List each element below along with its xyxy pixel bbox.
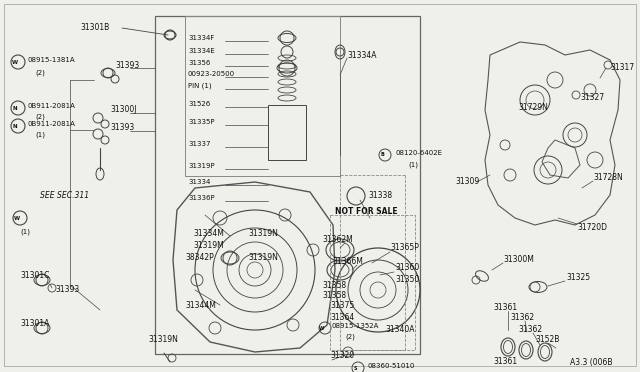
- Text: 31350: 31350: [395, 276, 419, 285]
- Text: 31334F: 31334F: [188, 35, 214, 41]
- Text: 31358: 31358: [322, 291, 346, 299]
- Text: 00923-20500: 00923-20500: [188, 71, 235, 77]
- Text: 31375: 31375: [330, 301, 355, 311]
- Text: 31301B: 31301B: [80, 23, 109, 32]
- Text: N: N: [13, 124, 17, 128]
- Text: 31301A: 31301A: [20, 318, 49, 327]
- Text: 31301C: 31301C: [20, 270, 49, 279]
- Text: 31358: 31358: [322, 280, 346, 289]
- Text: 31337: 31337: [188, 141, 211, 147]
- Text: 31361: 31361: [493, 304, 517, 312]
- Text: (2): (2): [35, 70, 45, 76]
- Text: 31300M: 31300M: [503, 256, 534, 264]
- Text: 31334: 31334: [188, 179, 211, 185]
- Text: 31364: 31364: [330, 314, 355, 323]
- Text: 31340A: 31340A: [385, 326, 415, 334]
- Text: 31334M: 31334M: [193, 228, 224, 237]
- Text: 31393: 31393: [55, 285, 79, 295]
- Text: 08120-6402E: 08120-6402E: [395, 150, 442, 156]
- Text: 31335P: 31335P: [188, 119, 214, 125]
- Text: 08915-1352A: 08915-1352A: [332, 323, 380, 329]
- Text: 31325: 31325: [566, 273, 590, 282]
- Text: 31336P: 31336P: [188, 195, 214, 201]
- Text: 31360: 31360: [395, 263, 419, 273]
- Text: 31393: 31393: [115, 61, 140, 70]
- Text: 31320: 31320: [330, 352, 354, 360]
- Text: (2): (2): [35, 114, 45, 120]
- Text: 31334A: 31334A: [347, 51, 376, 60]
- Text: 0B911-2081A: 0B911-2081A: [28, 121, 76, 127]
- Text: 31362M: 31362M: [322, 235, 353, 244]
- Text: 31317: 31317: [610, 64, 634, 73]
- Text: 38342P: 38342P: [185, 253, 214, 262]
- Text: 31526: 31526: [188, 101, 211, 107]
- Text: 31327: 31327: [580, 93, 604, 103]
- Text: (2): (2): [345, 334, 355, 340]
- Text: N: N: [13, 106, 17, 110]
- Text: 31338: 31338: [368, 192, 392, 201]
- Text: 0B911-2081A: 0B911-2081A: [28, 103, 76, 109]
- Text: SEE SEC.311: SEE SEC.311: [40, 190, 89, 199]
- Bar: [268, 105, 306, 160]
- Text: 31362: 31362: [510, 314, 534, 323]
- Text: W: W: [12, 60, 18, 64]
- Text: (1): (1): [408, 162, 418, 168]
- Text: W: W: [14, 215, 20, 221]
- Text: 31319N: 31319N: [248, 228, 278, 237]
- Text: 31319N: 31319N: [248, 253, 278, 262]
- Text: 31729N: 31729N: [518, 103, 548, 112]
- Text: B: B: [380, 153, 384, 157]
- Text: 08915-1381A: 08915-1381A: [28, 57, 76, 63]
- Text: 08360-51010: 08360-51010: [367, 363, 414, 369]
- Text: 31300J: 31300J: [110, 106, 136, 115]
- Text: 3152B: 3152B: [535, 336, 559, 344]
- Text: 31356: 31356: [188, 60, 211, 66]
- Text: 31720D: 31720D: [577, 224, 607, 232]
- Text: 31365P: 31365P: [390, 244, 419, 253]
- Text: 31361: 31361: [493, 357, 517, 366]
- Text: 31319N: 31319N: [148, 336, 178, 344]
- Bar: [155, 16, 420, 354]
- Text: 31309: 31309: [455, 177, 479, 186]
- Text: PIN (1): PIN (1): [188, 83, 212, 89]
- Text: (1): (1): [35, 132, 45, 138]
- Text: 31728N: 31728N: [593, 173, 623, 183]
- Text: (1): (1): [20, 229, 30, 235]
- Text: 31393: 31393: [110, 124, 134, 132]
- Text: A3.3 (006B: A3.3 (006B: [570, 357, 612, 366]
- Bar: [185, 16, 340, 176]
- Text: 31362: 31362: [518, 326, 542, 334]
- Text: 31344M: 31344M: [185, 301, 216, 310]
- Text: S: S: [353, 366, 356, 371]
- Text: 31319M: 31319M: [193, 241, 224, 250]
- Text: 31334E: 31334E: [188, 48, 215, 54]
- Text: NOT FOR SALE: NOT FOR SALE: [335, 208, 397, 217]
- Text: 31319P: 31319P: [188, 163, 214, 169]
- Text: 31366M: 31366M: [332, 257, 363, 266]
- Text: W: W: [319, 326, 324, 330]
